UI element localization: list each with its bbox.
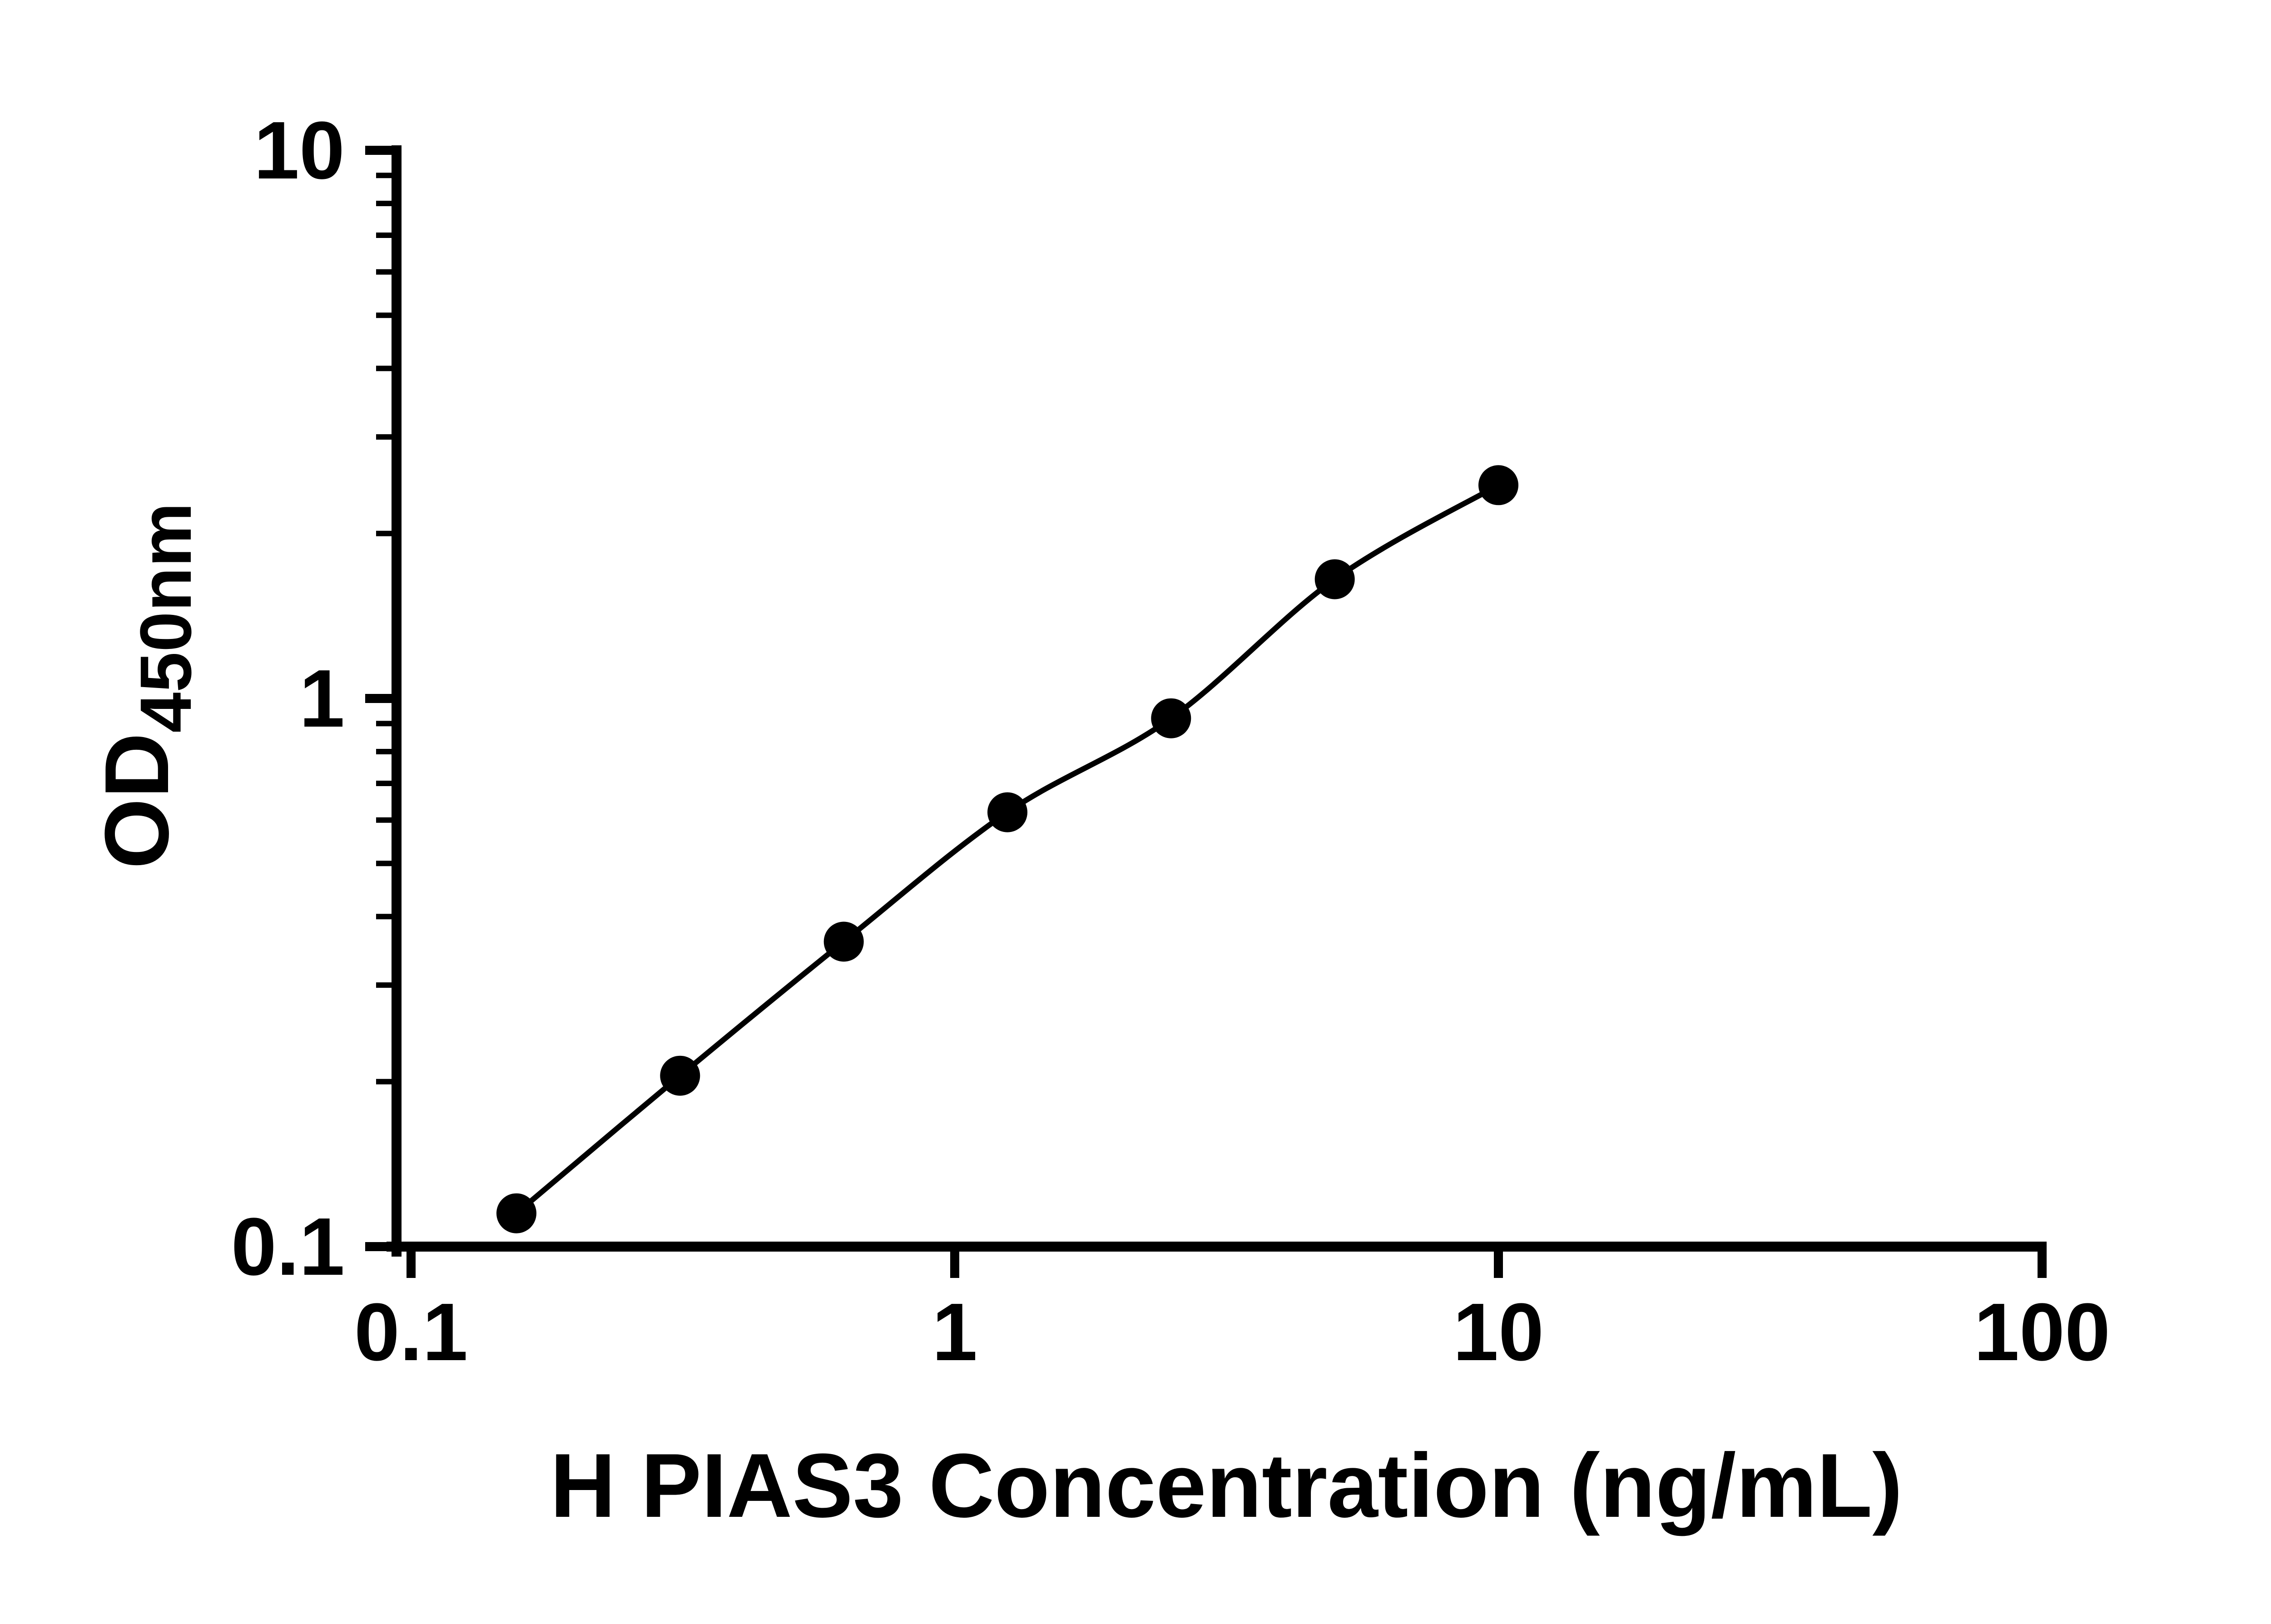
data-point-marker — [823, 921, 864, 962]
data-point-marker — [1478, 465, 1518, 505]
x-axis-tick-label: 0.1 — [354, 1287, 468, 1378]
data-point-marker — [987, 792, 1027, 832]
data-point-marker — [660, 1055, 700, 1096]
x-axis-tick-label: 1 — [932, 1287, 977, 1378]
x-axis-tick-label: 100 — [1974, 1287, 2110, 1378]
y-axis-tick-label: 0.1 — [231, 1201, 345, 1292]
data-point-marker — [1151, 698, 1191, 738]
data-point-marker — [1314, 559, 1355, 599]
y-axis-title: OD450nm — [86, 503, 206, 869]
x-axis-major-ticks — [407, 1247, 2047, 1278]
y-axis-title-subscript: 450nm — [125, 503, 206, 733]
y-axis-title-main: OD — [86, 733, 188, 869]
x-axis-tick-label: 10 — [1453, 1287, 1544, 1378]
y-axis-tick-label: 1 — [299, 653, 345, 744]
x-axis-tick-labels: 0.1 1 10 100 — [354, 1287, 2110, 1378]
y-axis-tick-label: 10 — [254, 105, 345, 196]
y-axis-tick-labels: 0.1 1 10 — [231, 105, 345, 1292]
x-axis-title: H PIAS3 Concentration (ng/mL) — [550, 1435, 1903, 1536]
plot-series — [496, 465, 1518, 1233]
standard-curve-line — [514, 482, 1501, 1216]
data-point-marker — [496, 1193, 536, 1233]
